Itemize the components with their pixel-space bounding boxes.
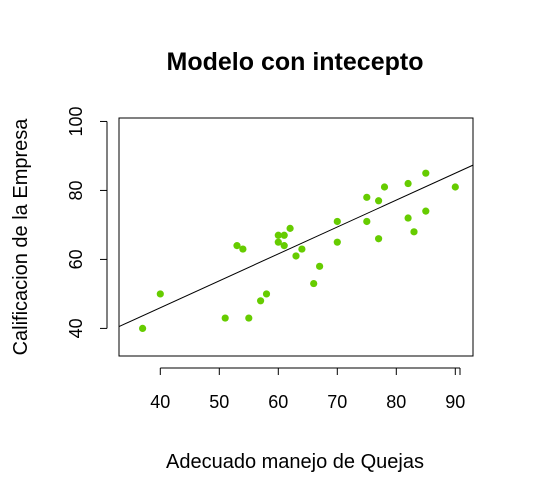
y-tick-label: 60 [66, 249, 86, 269]
data-point [310, 279, 318, 288]
data-point [274, 231, 282, 239]
x-tick-label: 50 [209, 392, 229, 412]
data-point [221, 314, 229, 322]
x-tick-label: 80 [386, 392, 406, 412]
data-point [451, 183, 459, 191]
data-point [298, 245, 306, 253]
data-point [422, 207, 430, 215]
data-point [156, 290, 164, 298]
y-tick-label: 40 [66, 318, 86, 338]
data-point [139, 324, 147, 333]
data-point [363, 217, 371, 226]
chart-title: Modelo con intecepto [167, 48, 424, 76]
data-point [239, 245, 247, 253]
data-point [410, 228, 418, 236]
points-layer [139, 169, 459, 333]
data-point [404, 179, 412, 188]
x-tick-label: 70 [327, 392, 347, 412]
y-axis: 40 60 80 100 [66, 106, 108, 338]
data-point [280, 231, 288, 239]
data-point [316, 262, 324, 270]
regression-line-layer [118, 164, 474, 327]
data-point [257, 297, 265, 305]
x-axis-label: Adecuado manejo de Quejas [166, 451, 424, 473]
data-point [274, 238, 282, 246]
data-point [262, 290, 271, 298]
data-point [292, 252, 300, 260]
data-point [286, 224, 294, 232]
data-point [245, 314, 253, 322]
data-point [233, 242, 241, 250]
regression-line [118, 164, 474, 327]
data-point [280, 242, 288, 250]
y-tick-label: 100 [66, 106, 86, 136]
data-point [404, 214, 412, 222]
data-point [333, 238, 341, 246]
data-point [375, 197, 383, 205]
plot-box [118, 117, 474, 357]
data-point [375, 235, 383, 243]
y-axis-label: Calificacion de la Empresa [10, 118, 32, 356]
data-point [333, 217, 341, 226]
x-axis: 40 50 60 70 80 90 [150, 367, 465, 412]
x-tick-label: 40 [150, 392, 170, 412]
x-tick-label: 60 [268, 392, 288, 412]
x-tick-label: 90 [445, 392, 465, 412]
data-point [422, 169, 430, 177]
y-tick-label: 80 [66, 180, 86, 200]
data-point [363, 193, 371, 201]
data-point [380, 183, 389, 191]
